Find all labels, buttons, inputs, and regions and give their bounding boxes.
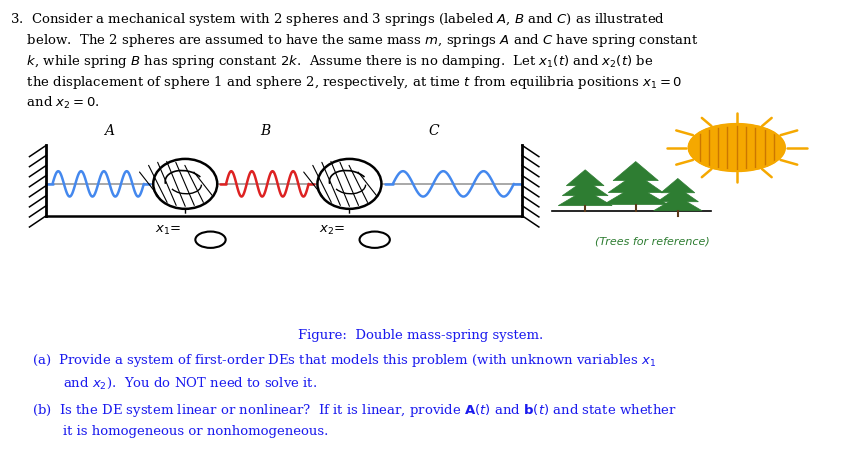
Text: below.  The 2 spheres are assumed to have the same mass $m$, springs $A$ and $C$: below. The 2 spheres are assumed to have… bbox=[10, 32, 699, 49]
Text: C: C bbox=[429, 124, 439, 138]
Polygon shape bbox=[608, 173, 663, 192]
Text: and $x_2 = 0$.: and $x_2 = 0$. bbox=[10, 95, 100, 111]
Ellipse shape bbox=[153, 159, 217, 209]
Text: $x_2\!=\!$: $x_2\!=\!$ bbox=[319, 224, 345, 237]
Polygon shape bbox=[562, 180, 608, 196]
Text: Figure:  Double mass-spring system.: Figure: Double mass-spring system. bbox=[298, 329, 544, 342]
Text: (Trees for reference): (Trees for reference) bbox=[595, 236, 710, 246]
Polygon shape bbox=[613, 162, 658, 181]
Text: it is homogeneous or nonhomogeneous.: it is homogeneous or nonhomogeneous. bbox=[63, 425, 328, 439]
Polygon shape bbox=[567, 170, 604, 186]
Polygon shape bbox=[658, 188, 698, 202]
Text: (b)  Is the DE system linear or nonlinear?  If it is linear, provide $\mathbf{A}: (b) Is the DE system linear or nonlinear… bbox=[32, 402, 677, 419]
Polygon shape bbox=[558, 190, 612, 206]
Text: $x_1\!=\!$: $x_1\!=\!$ bbox=[155, 224, 181, 237]
Text: 3.  Consider a mechanical system with 2 spheres and 3 springs (labeled $A$, $B$ : 3. Consider a mechanical system with 2 s… bbox=[10, 11, 665, 28]
Text: $k$, while spring $B$ has spring constant $2k$.  Assume there is no damping.  Le: $k$, while spring $B$ has spring constan… bbox=[10, 53, 653, 70]
Polygon shape bbox=[653, 197, 702, 211]
Polygon shape bbox=[661, 178, 695, 193]
Text: and $x_2$).  You do NOT need to solve it.: and $x_2$). You do NOT need to solve it. bbox=[63, 375, 317, 390]
Text: the displacement of sphere 1 and sphere 2, respectively, at time $t$ from equili: the displacement of sphere 1 and sphere … bbox=[10, 74, 683, 91]
Text: B: B bbox=[260, 124, 270, 138]
Ellipse shape bbox=[689, 124, 785, 171]
Text: A: A bbox=[104, 124, 115, 138]
Ellipse shape bbox=[317, 159, 381, 209]
Text: (a)  Provide a system of first-order DEs that models this problem (with unknown : (a) Provide a system of first-order DEs … bbox=[32, 352, 657, 369]
Polygon shape bbox=[604, 186, 668, 205]
